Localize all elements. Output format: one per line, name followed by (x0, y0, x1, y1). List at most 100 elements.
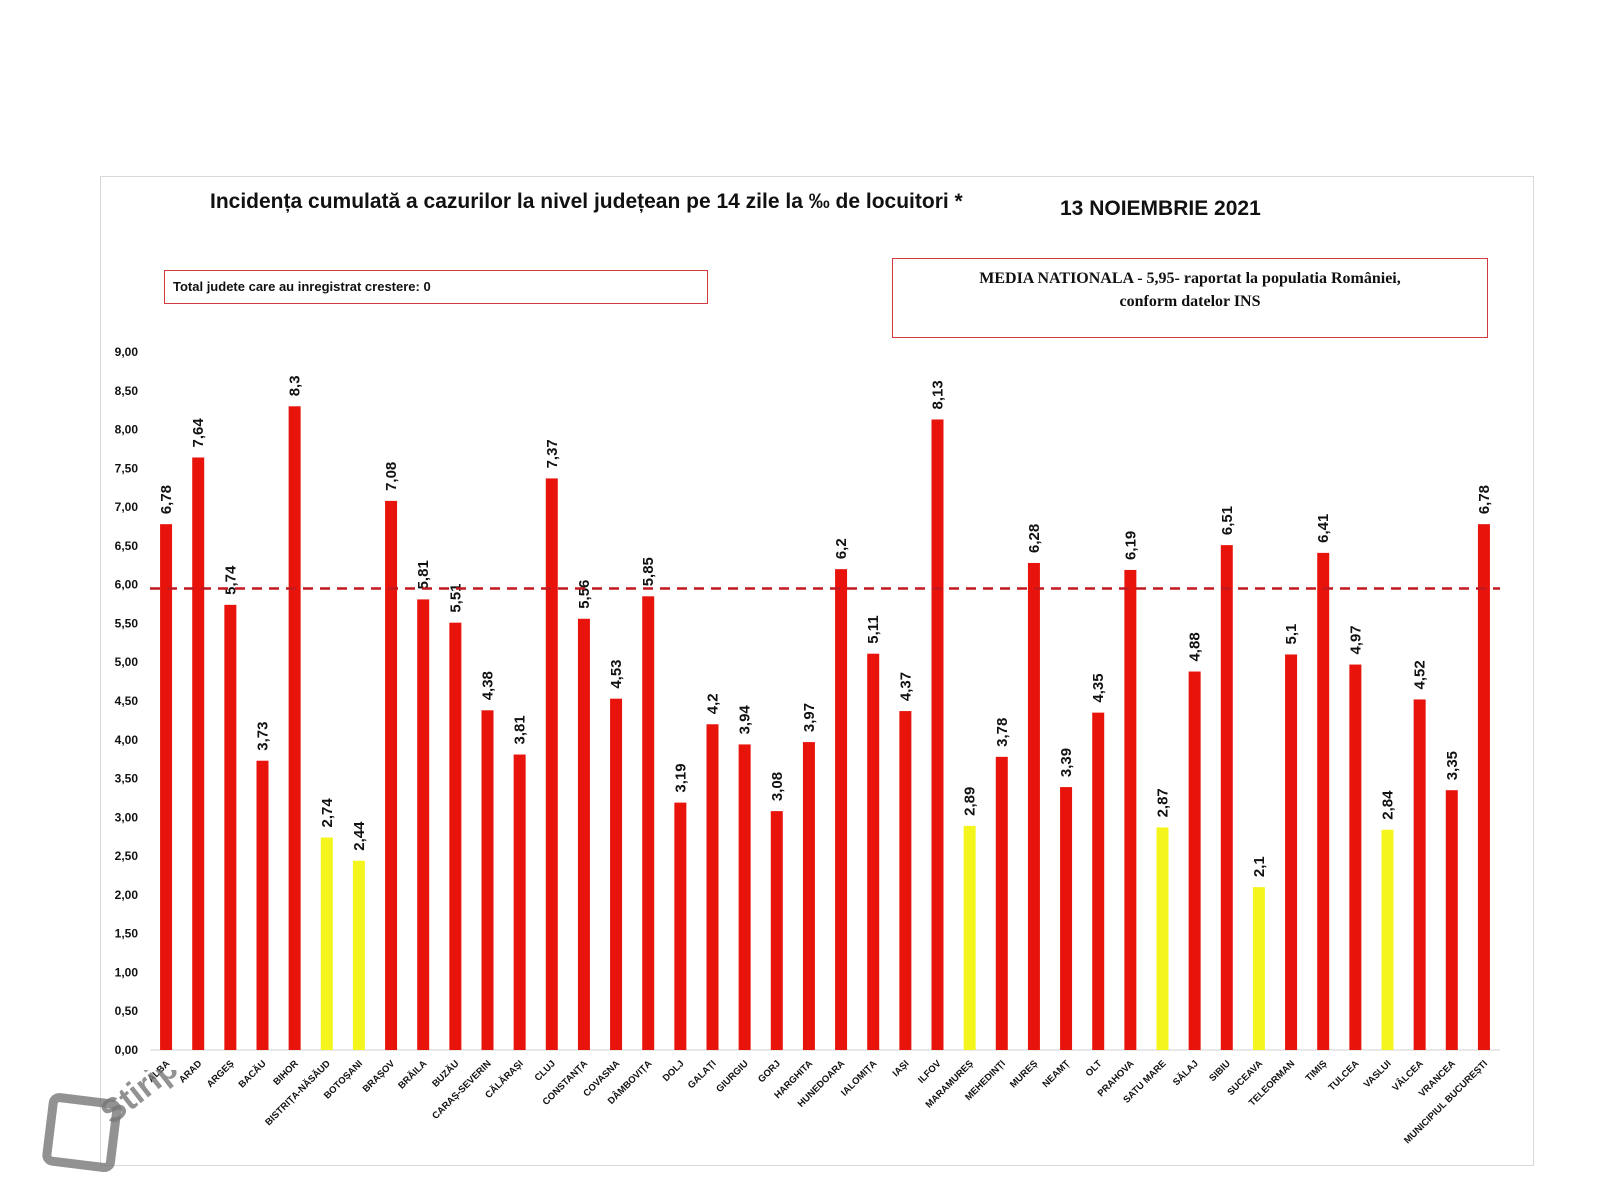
value-label: 6,78 (158, 485, 175, 514)
value-label: 7,08 (383, 462, 400, 491)
bar-botoșani (352, 860, 365, 1050)
y-tick-label: 1,00 (115, 965, 139, 979)
category-label: GIURGIU (714, 1058, 751, 1095)
bar-brăila (417, 599, 430, 1050)
category-label: OLT (1084, 1058, 1105, 1079)
category-label: TIMIȘ (1304, 1058, 1330, 1084)
bar-covasna (610, 698, 623, 1050)
bar-dolj (674, 802, 687, 1050)
bar-călărași (513, 754, 526, 1050)
value-label: 7,37 (544, 439, 561, 468)
value-label: 2,74 (319, 798, 336, 828)
value-label: 4,53 (608, 659, 625, 688)
value-label: 4,2 (705, 693, 722, 714)
y-tick-label: 0,00 (115, 1043, 139, 1057)
bar-ilfov (931, 419, 944, 1050)
value-label: 3,35 (1444, 751, 1461, 780)
category-label: BRAȘOV (361, 1058, 398, 1095)
value-label: 6,19 (1122, 531, 1139, 560)
value-label: 2,84 (1380, 790, 1397, 820)
y-tick-label: 6,00 (115, 578, 139, 592)
bar-gorj (770, 811, 783, 1050)
bar-harghita (802, 742, 815, 1050)
bar-municipiul-bucurești (1477, 524, 1490, 1050)
value-label: 5,81 (415, 560, 432, 589)
bar-teleorman (1285, 654, 1298, 1050)
value-label: 3,08 (769, 772, 786, 801)
bar-neamț (1060, 787, 1073, 1050)
y-tick-label: 3,50 (115, 772, 139, 786)
value-label: 5,11 (865, 615, 882, 643)
value-label: 4,88 (1187, 632, 1204, 661)
category-label: TULCEA (1326, 1058, 1361, 1093)
y-tick-label: 3,00 (115, 810, 139, 824)
value-label: 4,38 (480, 671, 497, 700)
value-label: 6,51 (1219, 506, 1236, 535)
value-label: 5,1 (1283, 624, 1300, 645)
value-label: 4,97 (1347, 625, 1364, 654)
bar-vâlcea (1413, 699, 1426, 1050)
y-tick-label: 2,00 (115, 888, 139, 902)
value-label: 5,85 (640, 557, 657, 586)
y-tick-label: 4,50 (115, 694, 139, 708)
bar-bacău (256, 760, 269, 1050)
value-label: 2,89 (962, 787, 979, 816)
bar-arad (192, 457, 205, 1050)
category-label: SĂLAJ (1171, 1058, 1201, 1088)
category-label: MUREȘ (1008, 1058, 1040, 1090)
y-tick-label: 8,50 (115, 384, 139, 398)
chart-date: 13 NOIEMBRIE 2021 (1060, 197, 1261, 220)
value-label: 3,39 (1058, 748, 1075, 777)
category-label: BRĂILA (396, 1058, 429, 1091)
value-label: 5,74 (222, 565, 239, 595)
national-average-line1: MEDIA NATIONALA - 5,95- raportat la popu… (979, 270, 1401, 287)
value-label: 3,73 (255, 722, 272, 751)
value-label: 4,35 (1090, 673, 1107, 702)
value-label: 3,94 (737, 705, 754, 735)
y-tick-label: 8,00 (115, 423, 139, 437)
value-label: 3,81 (512, 715, 529, 744)
bar-bistrița-năsăud (320, 837, 333, 1050)
chart-title: Incidența cumulată a cazurilor la nivel … (210, 190, 963, 213)
bar-maramureș (963, 825, 976, 1050)
value-label: 5,56 (576, 580, 593, 609)
bar-argeș (224, 604, 237, 1050)
watermark-text: Stiripesurse.ro (93, 1070, 306, 1132)
bar-brașov (385, 500, 398, 1050)
value-label: 7,64 (190, 418, 207, 448)
y-tick-label: 7,50 (115, 461, 139, 475)
y-tick-label: 1,50 (115, 927, 139, 941)
y-tick-label: 9,00 (115, 345, 139, 359)
y-tick-label: 7,00 (115, 500, 139, 514)
value-label: 2,44 (351, 821, 368, 851)
category-label: IAȘI (891, 1058, 912, 1079)
bar-prahova (1124, 569, 1137, 1050)
note-increase-box: Total judete care au inregistrat crester… (164, 270, 708, 304)
bar-sălaj (1188, 671, 1201, 1050)
value-label: 3,78 (994, 718, 1011, 747)
national-average-box: MEDIA NATIONALA - 5,95- raportat la popu… (892, 258, 1488, 338)
bar-buzău (449, 622, 462, 1050)
bar-giurgiu (738, 744, 751, 1050)
value-label: 4,52 (1412, 660, 1429, 689)
value-label: 3,97 (801, 703, 818, 732)
category-label: SIBIU (1207, 1058, 1233, 1084)
category-label: GALAȚI (686, 1058, 719, 1091)
bar-satu-mare (1156, 827, 1169, 1050)
bar-vaslui (1381, 829, 1394, 1050)
category-label: GORJ (756, 1058, 783, 1085)
chart-frame (100, 176, 1534, 1166)
bar-galați (706, 724, 719, 1050)
bar-hunedoara (835, 569, 848, 1050)
y-tick-label: 2,50 (115, 849, 139, 863)
value-label: 6,41 (1315, 514, 1332, 543)
category-label: CLUJ (533, 1058, 558, 1083)
category-label: BUZĂU (430, 1058, 461, 1089)
bar-dâmbovița (642, 596, 655, 1050)
bar-timiș (1317, 552, 1330, 1050)
bar-iași (899, 711, 912, 1050)
category-label: DOLJ (661, 1058, 687, 1084)
bar-tulcea (1349, 664, 1362, 1050)
y-tick-label: 6,50 (115, 539, 139, 553)
